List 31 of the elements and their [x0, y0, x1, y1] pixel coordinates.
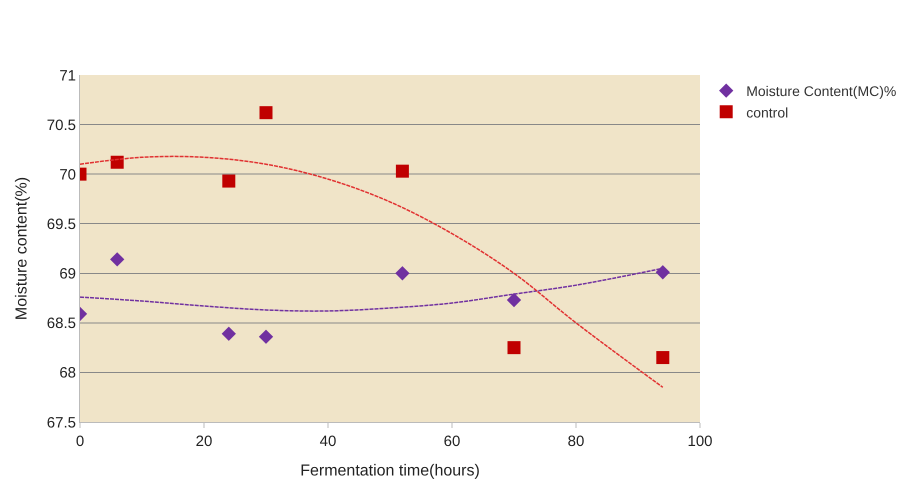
point	[260, 106, 272, 120]
y-tick-label: 67.5	[46, 414, 76, 432]
point	[110, 252, 124, 267]
x-tick-label: 60	[444, 433, 460, 450]
point	[258, 330, 274, 344]
point	[656, 265, 670, 280]
point	[396, 164, 409, 178]
legend-label: control	[746, 104, 788, 120]
y-tick-label: 70	[59, 166, 76, 184]
y-tick-label: 68.5	[46, 315, 76, 332]
y-tick-label: 69.5	[46, 216, 76, 233]
x-tick-label: 0	[76, 433, 84, 450]
point	[508, 341, 520, 354]
point	[506, 292, 522, 308]
y-axis-title: Moisture content(%)	[14, 176, 31, 320]
x-tick-label: 20	[196, 433, 212, 450]
x-tick-label: 40	[320, 433, 336, 450]
point	[395, 266, 410, 280]
x-tick-label: 80	[568, 433, 584, 450]
x-tick-label: 100	[687, 433, 713, 450]
y-tick-label: 71	[59, 67, 76, 84]
point	[222, 174, 236, 188]
y-tick-label: 68	[59, 364, 76, 382]
point	[656, 351, 670, 364]
point	[110, 156, 124, 169]
x-axis-title: Fermentation time(hours)	[300, 462, 480, 480]
y-tick-label: 70.5	[46, 116, 76, 134]
line-series	[80, 156, 664, 388]
point	[222, 326, 236, 341]
y-tick-label: 69	[59, 266, 76, 283]
legend-label: Moisture Content(MC)%	[746, 83, 896, 100]
